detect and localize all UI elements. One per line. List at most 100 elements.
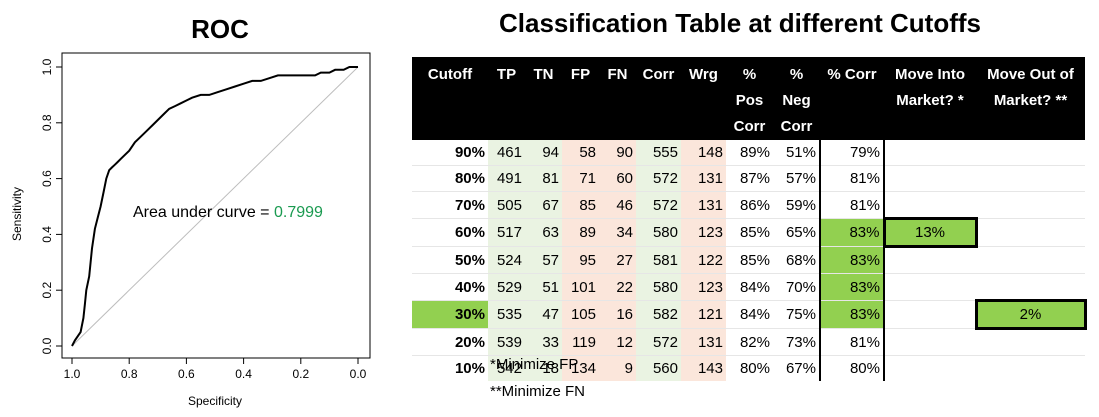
- table-cell: 2%: [974, 299, 1087, 330]
- table-cell: 119: [562, 328, 599, 356]
- header-cell: FP: [562, 57, 599, 140]
- table-cell: 50%: [412, 246, 488, 274]
- auc-annotation: Area under curve = 0.7999: [133, 204, 323, 221]
- x-tick-label: 0.0: [350, 367, 367, 381]
- table-row: 90% 461 94 58 90 555 148 89% 51% 79%: [412, 140, 1085, 166]
- table-cell: 131: [681, 165, 726, 192]
- table-cell: [884, 300, 976, 329]
- table-cell: [976, 191, 1085, 219]
- table-row: 30% 535 47 105 16 582 121 84% 75% 83% 2%: [412, 299, 1087, 330]
- table-cell: 95: [562, 246, 599, 274]
- table-cell: [884, 355, 976, 381]
- table-cell: 90%: [454, 144, 485, 161]
- table-cell: 461: [488, 140, 525, 166]
- table-row: 80% 491 81 71 60 572 131 87% 57% 81%: [412, 165, 1085, 192]
- x-axis-label: Specificity: [188, 394, 242, 408]
- table-cell: 57%: [773, 165, 820, 192]
- table-cell: 94: [525, 140, 562, 166]
- table-cell: 70%: [412, 191, 488, 219]
- table-cell: 70%: [773, 273, 820, 301]
- table-cell: 572: [636, 328, 681, 356]
- table-cell: 22: [599, 273, 636, 301]
- table-cell: 68%: [773, 246, 820, 274]
- table-cell: 86%: [726, 191, 773, 219]
- table-cell: 143: [681, 355, 726, 381]
- table-cell: 59%: [773, 191, 820, 219]
- table-row: 60% 517 63 89 34 580 123 85% 65% 83% 13%: [412, 217, 1085, 248]
- table-cell: 101: [562, 273, 599, 301]
- table-cell: 33: [525, 328, 562, 356]
- x-tick-label: 0.2: [292, 367, 309, 381]
- table-row: 50% 524 57 95 27 581 122 85% 68% 83%: [412, 246, 1085, 274]
- table-cell: 524: [488, 246, 525, 274]
- table-cell: 20%: [412, 328, 488, 356]
- roc-title: ROC: [191, 14, 249, 44]
- table-cell: 572: [636, 191, 681, 219]
- table-cell: 71: [562, 165, 599, 192]
- table-row: 10% 542 18 134 9 560 143 80% 67% 80%: [412, 355, 1085, 381]
- table-row: 40% 529 51 101 22 580 123 84% 70% 83%: [412, 273, 1085, 301]
- table-cell: 582: [636, 300, 681, 329]
- table-cell: 51%: [785, 144, 816, 161]
- table-cell: 85%: [726, 246, 773, 274]
- roc-chart: 1.0 0.8 0.6 0.4 0.2 0.0 0.0 0.2 0.4 0.6 0.8 1.0 Are…: [10, 52, 371, 408]
- table-cell: [884, 246, 976, 274]
- table-cell: [976, 246, 1085, 274]
- table-cell: 81%: [819, 328, 885, 356]
- table-cell: [884, 165, 976, 192]
- table-cell: 18: [525, 355, 562, 381]
- table-cell: [884, 328, 976, 356]
- table-cell: 85%: [726, 218, 773, 247]
- table-cell: 87%: [726, 165, 773, 192]
- table-cell: 67%: [773, 355, 820, 381]
- table-cell: 60%: [412, 218, 488, 247]
- table-cell: 30%: [412, 300, 488, 329]
- table-cell: 580: [636, 273, 681, 301]
- table-cell: 60: [599, 165, 636, 192]
- table-cell: [884, 191, 976, 219]
- table-cell: 517: [488, 218, 525, 247]
- table-cell: 529: [488, 273, 525, 301]
- header-cell: Corr: [636, 57, 681, 140]
- table-cell: 505: [488, 191, 525, 219]
- table-cell: 82%: [726, 328, 773, 356]
- header-cell: Move Into Market? *: [884, 57, 976, 140]
- table-cell: 9: [599, 355, 636, 381]
- table-cell: 34: [599, 218, 636, 247]
- header-cell: TN: [525, 57, 562, 140]
- y-tick-label: 0.6: [40, 170, 54, 187]
- table-cell: 105: [562, 300, 599, 329]
- table-cell: 555: [636, 140, 681, 166]
- table-cell: 40%: [412, 273, 488, 301]
- table-cell: 83%: [819, 246, 885, 274]
- table-cell: [976, 218, 1085, 247]
- table-cell: 79%: [819, 140, 885, 166]
- table-cell: 131: [681, 328, 726, 356]
- table-cell: [884, 140, 976, 166]
- table-cell: 131: [681, 191, 726, 219]
- table-cell: 580: [636, 218, 681, 247]
- table-cell: [976, 273, 1085, 301]
- table-cell: 16: [599, 300, 636, 329]
- table-cell: 10%: [412, 355, 488, 381]
- table-cell: 83%: [819, 273, 885, 301]
- table-cell: 90: [599, 140, 636, 166]
- table-cell: [884, 273, 976, 301]
- table-cell: 121: [681, 300, 726, 329]
- y-tick-label: 1.0: [40, 58, 54, 75]
- table-cell: 84%: [726, 300, 773, 329]
- table-title: Classification Table at different Cutoff…: [498, 8, 981, 38]
- plot-frame: [61, 52, 371, 359]
- table-cell: 134: [562, 355, 599, 381]
- header-cell: FN: [599, 57, 636, 140]
- table-cell: 12: [599, 328, 636, 356]
- note-minimize-fp: *Minimize FP: [490, 356, 579, 373]
- table-cell: 27: [599, 246, 636, 274]
- table-cell: 123: [681, 273, 726, 301]
- header-cell: TP: [488, 57, 525, 140]
- table-cell: 51: [525, 273, 562, 301]
- table-cell: 58: [562, 140, 599, 166]
- y-tick-label: 0.4: [40, 226, 54, 243]
- table-cell: 67: [525, 191, 562, 219]
- y-tick-label: 0.8: [40, 114, 54, 131]
